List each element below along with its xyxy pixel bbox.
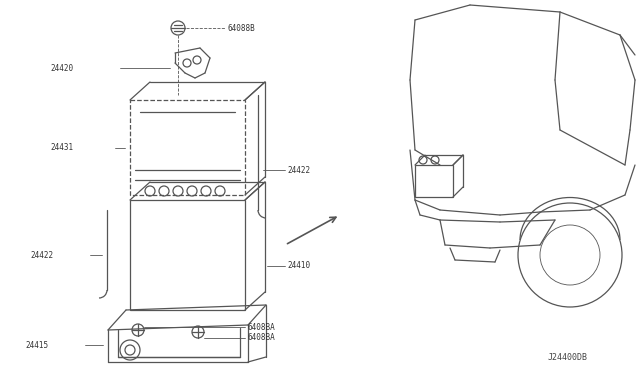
Text: J24400DB: J24400DB (548, 353, 588, 362)
Text: 6408BA: 6408BA (247, 334, 275, 343)
Text: 64088B: 64088B (227, 23, 255, 32)
Text: 24431: 24431 (50, 143, 73, 152)
Bar (130, 200, 245, 310)
Bar (130, 100, 245, 195)
Bar (415, 165, 453, 197)
Text: 24420: 24420 (50, 64, 73, 73)
Text: 6408BA: 6408BA (247, 323, 275, 331)
Text: 24422: 24422 (287, 166, 310, 174)
Text: 24410: 24410 (287, 262, 310, 270)
Text: 24422: 24422 (30, 250, 53, 260)
Text: 24415: 24415 (25, 340, 48, 350)
